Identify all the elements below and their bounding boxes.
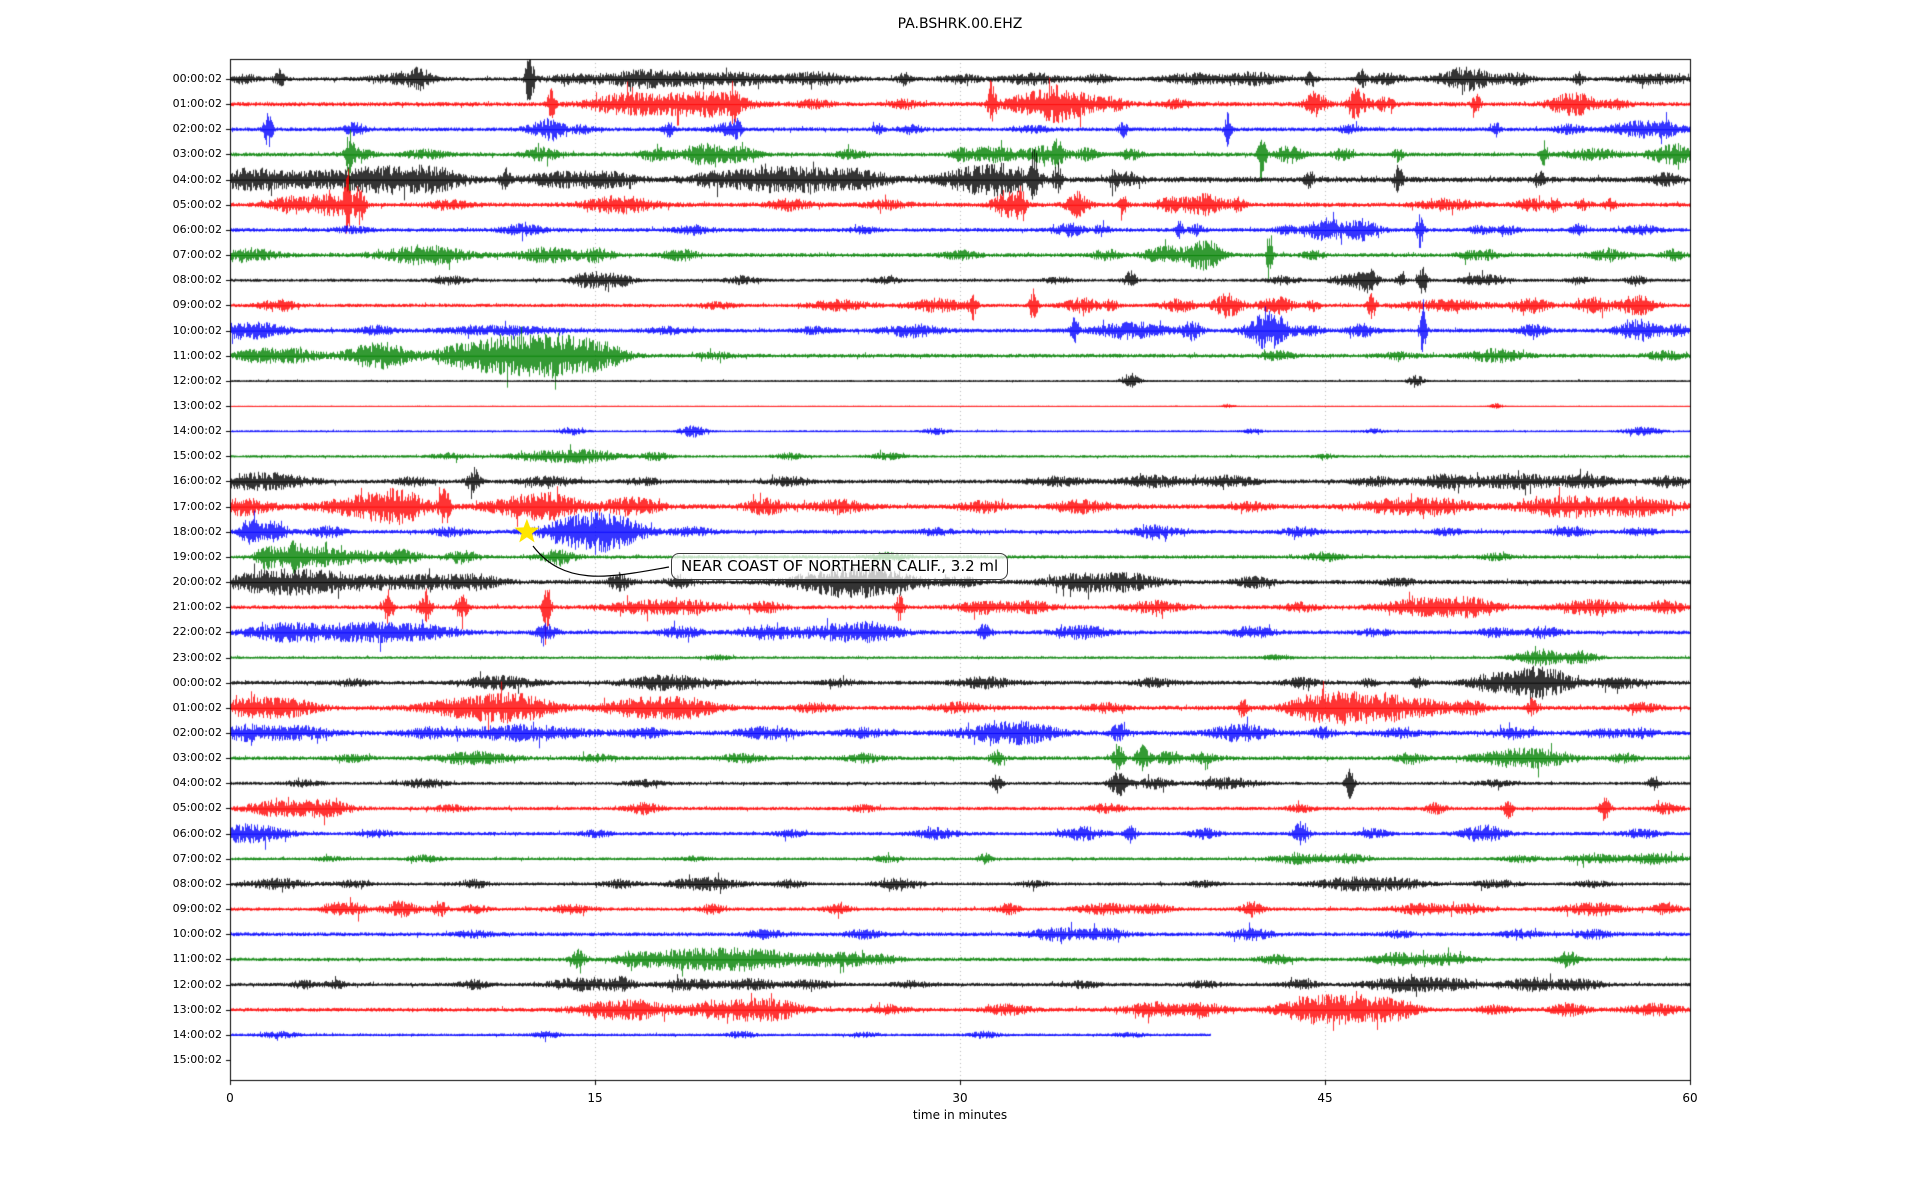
trace-time-label: 06:00:02 <box>172 222 222 236</box>
trace-time-label: 06:00:02 <box>172 826 222 840</box>
minute-tick-label: 15 <box>587 1091 603 1105</box>
trace-time-label: 02:00:02 <box>172 726 222 739</box>
trace-time-label: 10:00:02 <box>172 927 222 941</box>
trace-time-label: 14:00:02 <box>172 424 222 438</box>
minute-tick-label: 0 <box>226 1091 234 1105</box>
trace-time-label: 22:00:02 <box>172 625 222 639</box>
trace-time-label: 04:00:02 <box>172 776 222 790</box>
x-axis-label: time in minutes <box>912 1108 1008 1122</box>
trace-time-label: 10:00:02 <box>172 323 222 337</box>
trace-time-label: 01:00:02 <box>172 97 222 111</box>
trace-time-label: 03:00:02 <box>172 751 222 765</box>
trace-time-label: 15:00:02 <box>172 1053 222 1066</box>
trace-time-label: 17:00:02 <box>172 499 222 513</box>
trace-time-label: 19:00:02 <box>172 549 222 563</box>
trace-time-label: 01:00:02 <box>172 700 222 714</box>
trace-time-label: 20:00:02 <box>172 575 222 589</box>
trace-time-label: 18:00:02 <box>172 524 222 538</box>
trace-time-label: 07:00:02 <box>172 851 222 865</box>
minute-tick-label: 30 <box>952 1091 968 1105</box>
trace-time-label: 09:00:02 <box>172 298 222 312</box>
trace-time-label: 15:00:02 <box>172 449 222 463</box>
trace-time-label: 13:00:02 <box>172 399 222 412</box>
plot-title: PA.BSHRK.00.EHZ <box>897 16 1023 32</box>
minute-tick-label: 60 <box>1682 1091 1698 1105</box>
trace-time-label: 00:00:02 <box>172 72 222 85</box>
trace-time-label: 05:00:02 <box>172 801 222 815</box>
trace-time-label: 09:00:02 <box>172 902 222 916</box>
trace-time-label: 23:00:02 <box>172 650 222 664</box>
trace-time-label: 08:00:02 <box>172 273 222 287</box>
trace-time-label: 05:00:02 <box>172 197 222 211</box>
trace-time-label: 04:00:02 <box>172 172 222 186</box>
trace-time-label: 11:00:02 <box>172 952 222 966</box>
trace-time-label: 08:00:02 <box>172 876 222 890</box>
event-annotation-label: NEAR COAST OF NORTHERN CALIF., 3.2 ml <box>671 553 1009 580</box>
trace-time-label: 16:00:02 <box>172 474 222 488</box>
trace-time-label: 21:00:02 <box>172 600 222 614</box>
trace-time-label: 02:00:02 <box>172 122 222 136</box>
trace-time-label: 14:00:02 <box>172 1027 222 1041</box>
trace-time-label: 07:00:02 <box>172 248 222 262</box>
trace-time-label: 12:00:02 <box>172 977 222 991</box>
trace-time-label: 00:00:02 <box>172 675 222 689</box>
trace-time-label: 03:00:02 <box>172 147 222 161</box>
trace-time-label: 12:00:02 <box>172 373 222 387</box>
trace-time-label: 11:00:02 <box>172 348 222 362</box>
minute-tick-label: 45 <box>1317 1091 1333 1105</box>
trace-time-label: 13:00:02 <box>172 1002 222 1016</box>
